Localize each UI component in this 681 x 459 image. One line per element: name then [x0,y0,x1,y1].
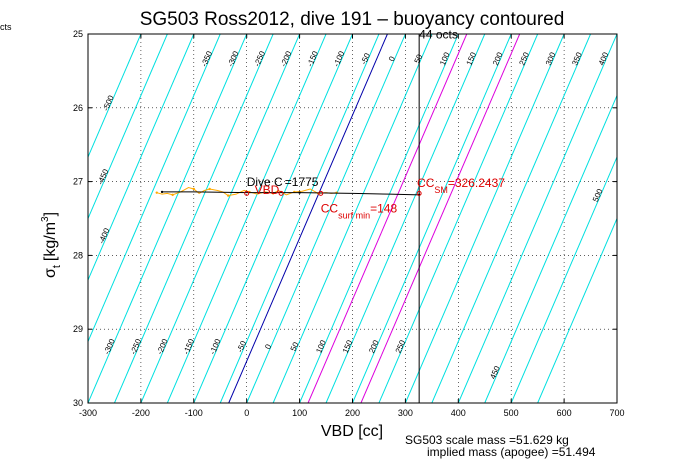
annotation: CCSM=326.2437 [417,176,505,195]
y-tick-label: 25 [73,29,83,39]
buoyancy-contour-line [457,34,617,403]
reference-line [307,34,468,403]
buoyancy-contour-line [113,34,274,403]
buoyancy-contour-line [219,34,380,403]
data-point [171,193,174,197]
buoyancy-contour-line [140,34,301,403]
x-tick-label: 200 [345,408,360,418]
contour-label: 50 [289,340,301,352]
x-tick-label: 300 [398,408,413,418]
buoyancy-contour-line [510,155,617,403]
data-point [192,187,195,191]
marker-point [318,190,324,196]
implied-mass-text: implied mass (apogee) =51.494 [427,445,596,459]
x-tick-label: 0 [244,408,249,418]
buoyancy-contour-line [299,34,459,403]
buoyancy-contour-line [88,34,142,159]
buoyancy-contour-line [325,34,486,403]
y-label-symbol: σ [42,268,59,278]
x-tick-label: -300 [79,408,97,418]
annotations: Dive C =1775 VBD CCsurf min=148 CCSM=326.243… [247,27,506,220]
svg-text:σt[kg/m3]: σt [kg/m3] [40,212,63,278]
data-point [298,191,301,194]
buoyancy-contour-line [378,34,539,403]
marker-point [278,190,284,196]
y-label-units-sup: 3 [40,216,51,222]
data-point [160,190,164,194]
y-tick-label: 28 [73,250,83,260]
reference-line [228,34,388,403]
y-axis-ticks: 25 26 27 28 29 30 [73,29,617,408]
buoyancy-contour-line [246,34,406,403]
marker-point [416,190,422,196]
stray-text: cts [0,22,12,32]
y-label-units-close: ] [42,212,59,216]
reference-lines [228,34,521,403]
annotation: CCsurf min=148 [321,202,398,221]
reference-line [360,34,521,403]
buoyancy-contour-line [537,217,617,403]
x-tick-label: 500 [504,408,519,418]
buoyancy-contour-line [88,34,195,282]
chart-title: SG503 Ross2012, dive 191 – buoyancy cont… [140,9,565,30]
y-label-sub: t [51,265,63,268]
x-axis-label: VBD [cc] [321,423,383,440]
x-tick-label: 600 [557,408,572,418]
data-point [226,194,230,197]
contour-label: -50 [359,51,372,66]
buoyancy-contour-line [404,34,565,403]
contour-label: 50 [413,52,425,64]
buoyancy-contour-line [484,94,617,403]
y-tick-label: 29 [73,324,83,334]
buoyancy-contour-line [352,34,512,403]
buoyancy-contours [88,34,617,403]
y-tick-label: 27 [73,177,83,187]
data-point [208,187,211,191]
y-tick-label: 26 [73,103,83,113]
x-tick-label: 100 [292,408,307,418]
buoyancy-contour-line [193,34,353,403]
y-label-units: [kg/m [42,222,59,261]
data-series [155,186,422,197]
x-axis-ticks: -300 -200 -100 0 100 200 300 400 500 600 700 [79,34,625,418]
data-point [155,191,158,194]
x-tick-label: -100 [185,408,203,418]
contour-label: 0 [387,55,397,63]
y-tick-label: 30 [73,398,83,408]
buoyancy-contour-line [272,34,433,403]
annotation: =1775 [285,175,319,189]
buoyancy-contour-line [431,34,592,403]
scale-mass-text: SG503 scale mass =51.629 kg [405,433,569,447]
x-tick-label: 400 [451,408,466,418]
contour-label: -50 [235,339,248,354]
buoyancy-contour-line [88,34,221,343]
buoyancy-contour-line [88,34,248,403]
x-tick-label: 700 [609,408,624,418]
y-axis-label: σt [kg/m3] [40,212,63,278]
annotation: Dive C [247,175,283,189]
annotation: VBD [255,183,280,197]
contour-label: 0 [263,342,273,350]
buoyancy-contour-line [166,34,327,403]
x-tick-label: -200 [132,408,150,418]
marker-point [244,190,250,196]
